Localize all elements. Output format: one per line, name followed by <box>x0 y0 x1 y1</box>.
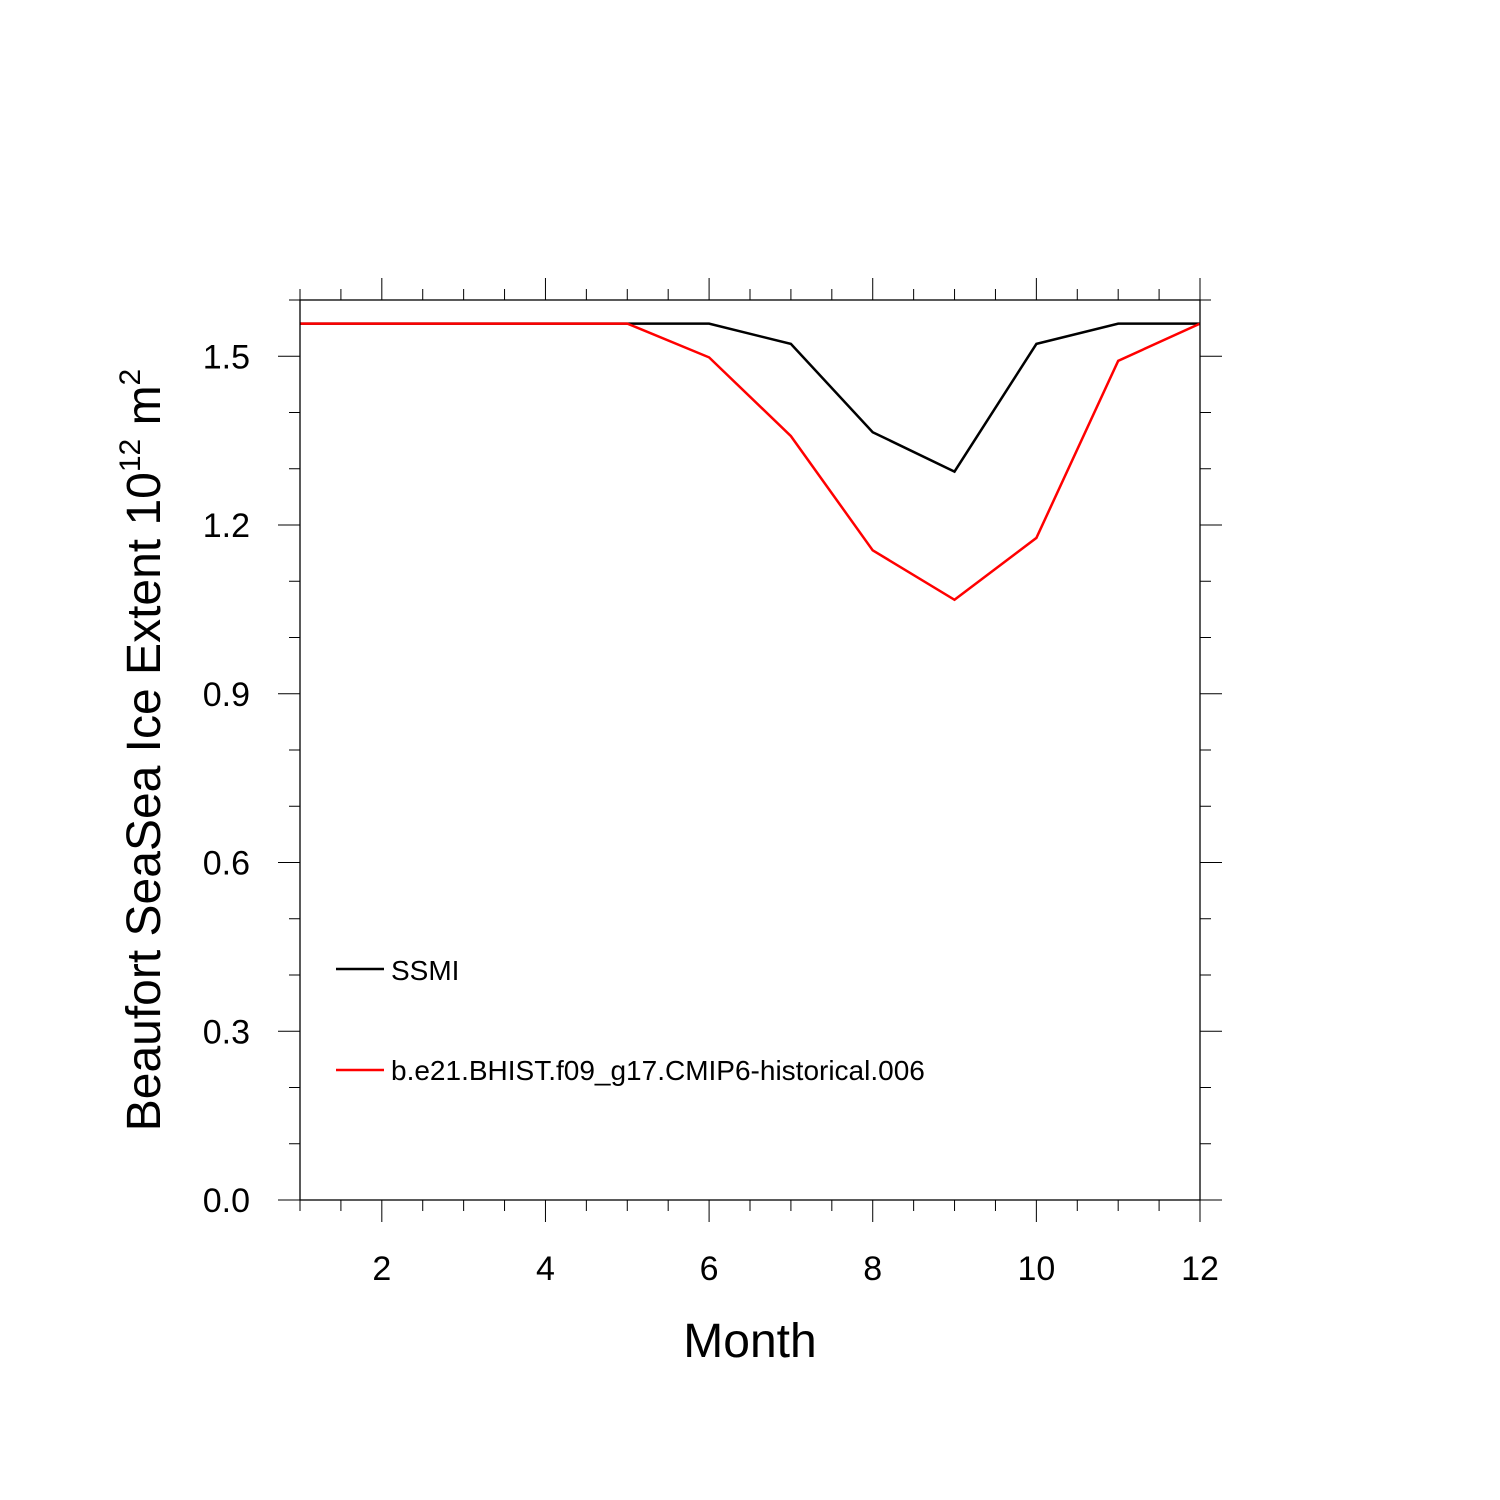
x-tick-label: 10 <box>1017 1250 1055 1288</box>
series-line-1 <box>300 322 1201 602</box>
axis-tick-labels: 2 4 6 8 10 12 0.0 0.3 0.6 0.9 1.2 1.5 <box>203 338 1219 1288</box>
y-tick-label: 0.3 <box>203 1013 250 1051</box>
plot-frame <box>299 299 1201 1201</box>
y-axis-title: Beaufort SeaSea Ice Extent 1012 m2 <box>114 369 171 1132</box>
y-axis-title-exponent-2: 2 <box>114 369 147 386</box>
x-tick-label: 2 <box>372 1250 391 1288</box>
y-tick-label: 0.9 <box>203 676 250 714</box>
legend: SSMI b.e21.BHIST.f09_g17.CMIP6-historica… <box>336 955 925 1086</box>
x-tick-label: 8 <box>863 1250 882 1288</box>
y-tick-label: 1.5 <box>203 338 250 376</box>
y-tick-label: 0.0 <box>203 1182 250 1220</box>
x-tick-label: 6 <box>700 1250 719 1288</box>
x-tick-label: 4 <box>536 1250 555 1288</box>
y-tick-label: 1.2 <box>203 507 250 545</box>
axis-ticks <box>278 278 1222 1222</box>
legend-label-ssmi: SSMI <box>391 955 459 986</box>
x-axis-title: Month <box>683 1315 816 1368</box>
legend-label-model: b.e21.BHIST.f09_g17.CMIP6-historical.006 <box>391 1055 925 1086</box>
y-axis-title-exponent-1: 12 <box>114 439 147 472</box>
y-axis-title-main: Beaufort SeaSea Ice Extent 10 <box>118 472 171 1131</box>
y-tick-label: 0.6 <box>203 845 250 883</box>
series-layer <box>300 322 1201 602</box>
x-tick-label: 12 <box>1181 1250 1219 1288</box>
y-axis-title-unit: m <box>118 385 171 438</box>
